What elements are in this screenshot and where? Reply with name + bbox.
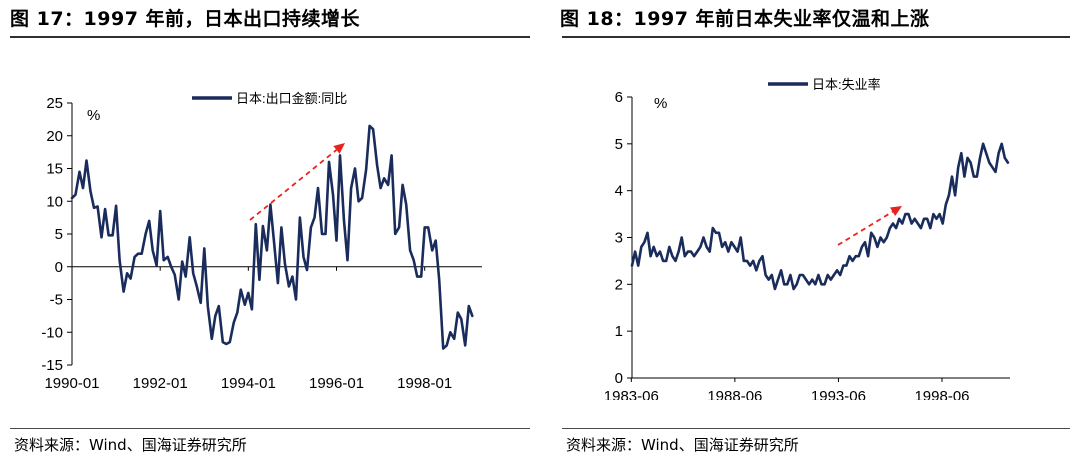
trend-arrow-line xyxy=(837,210,894,246)
x-tick-label: 1998-06 xyxy=(914,388,969,400)
y-tick-label: -5 xyxy=(50,292,63,309)
source-note: 资料来源：Wind、国海证券研究所 xyxy=(14,436,247,454)
y-tick-label: 10 xyxy=(46,193,63,210)
series-line xyxy=(70,124,474,350)
y-tick-label: 0 xyxy=(615,370,623,387)
x-tick-label: 1990-01 xyxy=(44,375,99,392)
x-tick-label: 1998-01 xyxy=(397,375,452,392)
x-tick-label: 1993-06 xyxy=(811,388,866,400)
y-tick-label: 2 xyxy=(615,276,623,293)
x-tick-label: 1992-01 xyxy=(133,375,188,392)
trend-arrow-line xyxy=(249,149,338,221)
y-tick-label: -10 xyxy=(41,324,63,341)
legend-label: 日本:出口金额:同比 xyxy=(236,91,347,106)
title-divider xyxy=(10,36,530,38)
series-line xyxy=(630,142,1010,291)
x-tick-label: 1994-01 xyxy=(221,375,276,392)
y-tick-label: 15 xyxy=(46,161,63,178)
y-tick-label: 1 xyxy=(615,323,623,340)
source-note: 资料来源：Wind、国海证券研究所 xyxy=(566,436,799,454)
y-tick-label: 4 xyxy=(615,183,623,200)
figure-title: 图 17：1997 年前，日本出口持续增长 xyxy=(10,8,361,30)
x-tick-label: 1996-01 xyxy=(309,375,364,392)
title-divider xyxy=(562,36,1070,38)
trend-arrow-head xyxy=(890,206,902,216)
x-tick-label: 1983-06 xyxy=(604,388,659,400)
y-tick-label: 25 xyxy=(46,95,63,112)
figure-18-panel: 图 18：1997 年前日本失业率仅温和上涨 6 5 4 3 2 1 0 1983-06 198… xyxy=(552,0,1080,462)
legend-label: 日本:失业率 xyxy=(812,77,881,92)
y-tick-label: 6 xyxy=(615,89,623,106)
y-tick-label: -15 xyxy=(41,357,63,374)
source-divider xyxy=(562,428,1070,429)
y-unit-label: % xyxy=(87,107,100,124)
y-tick-label: 5 xyxy=(615,136,623,153)
y-unit-label: % xyxy=(654,95,667,112)
y-tick-label: 0 xyxy=(55,259,63,276)
x-tick-label: 1988-06 xyxy=(707,388,762,400)
figure-title: 图 18：1997 年前日本失业率仅温和上涨 xyxy=(560,8,930,30)
y-tick-label: 5 xyxy=(55,226,63,243)
figure-17-panel: 图 17：1997 年前，日本出口持续增长 25 20 15 10 5 0 -5 -10 -15… xyxy=(10,8,530,454)
trend-arrow-head xyxy=(333,143,345,154)
source-divider xyxy=(10,428,530,429)
y-tick-label: 3 xyxy=(615,230,623,247)
y-tick-label: 20 xyxy=(46,128,63,145)
